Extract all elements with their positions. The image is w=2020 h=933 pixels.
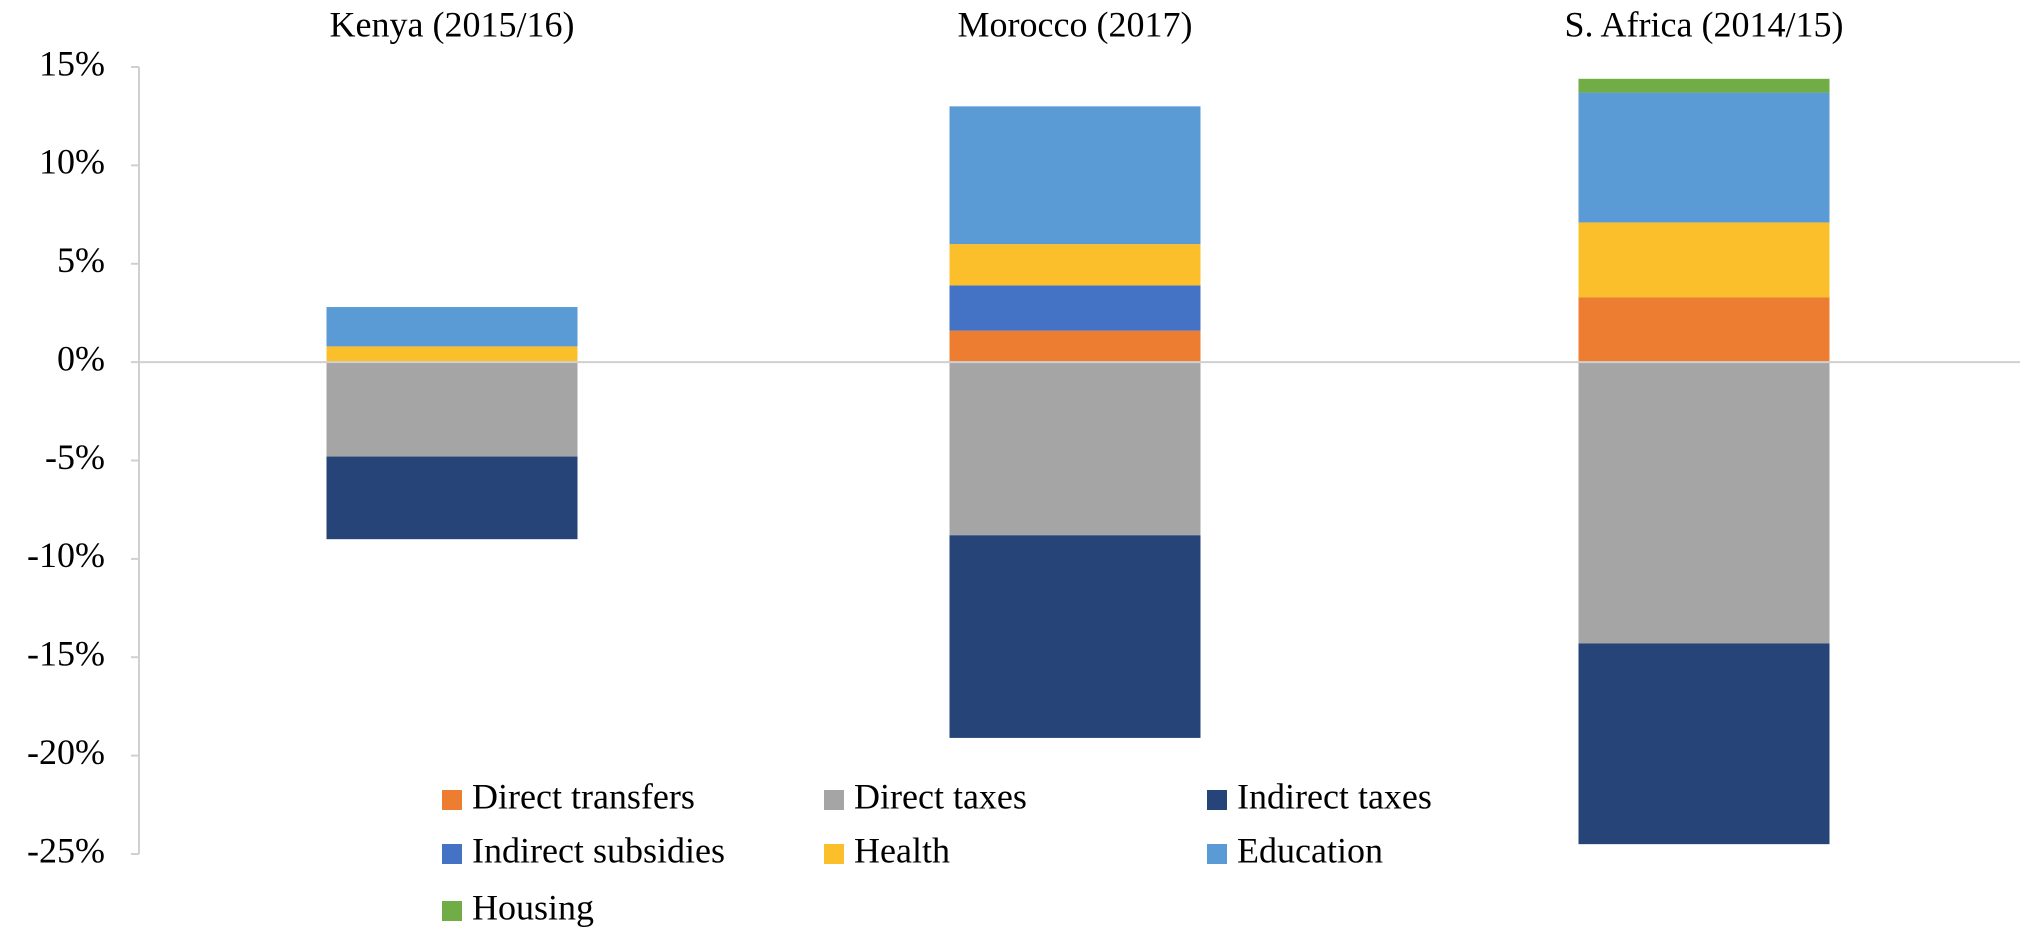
legend-swatch [442, 901, 462, 921]
legend-label: Education [1237, 830, 1383, 870]
category-label: Morocco (2017) [958, 4, 1193, 44]
legend-label: Direct transfers [472, 776, 695, 816]
legend-swatch [442, 844, 462, 864]
bar-segment [949, 244, 1201, 286]
y-tick-label: -10% [27, 535, 105, 575]
y-tick-label: 15% [39, 43, 105, 83]
category-label: Kenya (2015/16) [330, 4, 575, 44]
bar-segment [949, 106, 1201, 245]
y-tick-label: -5% [45, 437, 105, 477]
bar-segment [1578, 92, 1830, 223]
y-tick-label: -25% [27, 830, 105, 870]
y-tick-label: 0% [57, 338, 105, 378]
legend-swatch [824, 844, 844, 864]
bar-segment [1578, 362, 1830, 644]
bar-segment [949, 362, 1201, 536]
bar-segment [326, 362, 578, 457]
legend-swatch [824, 790, 844, 810]
bar-segment [1578, 643, 1830, 845]
legend-label: Indirect subsidies [472, 830, 725, 870]
bar-segment [1578, 78, 1830, 93]
bar-segment [1578, 297, 1830, 363]
legend-label: Indirect taxes [1237, 776, 1432, 816]
bar-segment [949, 330, 1201, 363]
legend-swatch [1207, 790, 1227, 810]
bar-segment [326, 346, 578, 363]
bar-segment [326, 456, 578, 540]
y-tick-label: 10% [39, 142, 105, 182]
y-tick-label: 5% [57, 240, 105, 280]
y-tick-label: -20% [27, 732, 105, 772]
legend-label: Housing [472, 887, 594, 927]
legend-swatch [1207, 844, 1227, 864]
y-tick-label: -15% [27, 634, 105, 674]
bar-segment [949, 535, 1201, 738]
legend-label: Direct taxes [854, 776, 1027, 816]
bar-segment [1578, 222, 1830, 298]
bar-segment [326, 307, 578, 347]
category-label: S. Africa (2014/15) [1565, 4, 1844, 44]
legend-swatch [442, 790, 462, 810]
bar-segment [949, 285, 1201, 331]
legend-label: Health [854, 830, 950, 870]
